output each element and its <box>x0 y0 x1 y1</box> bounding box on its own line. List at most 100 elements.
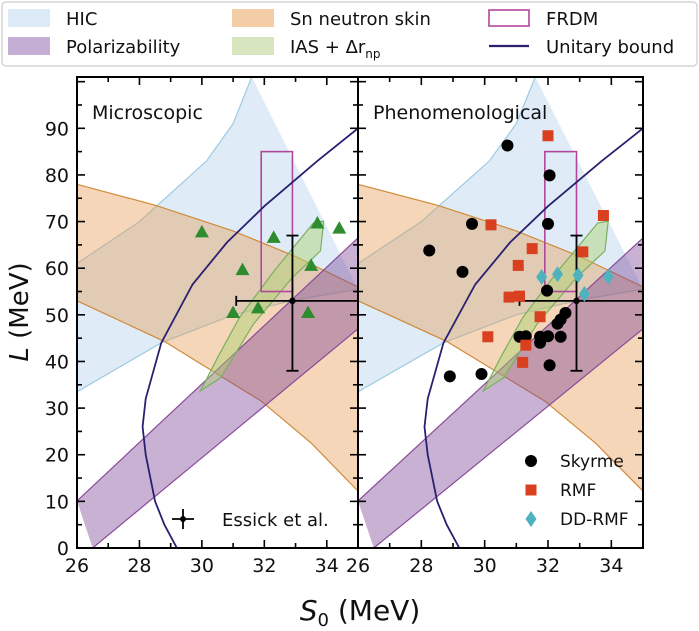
legend-label-frdm: FRDM <box>546 9 598 30</box>
panel-frame <box>357 76 644 549</box>
legend-item-ias: IAS + Δrnp <box>232 37 381 61</box>
sn-neutron-skin-lower-edge <box>77 300 358 492</box>
polarizability-lower-edge <box>373 328 643 548</box>
y-tick-label: 20 <box>45 445 69 467</box>
data-point-rmf <box>520 339 532 351</box>
panel-0: 26 28 30 32 34 0 10 20 30 40 50 60 70 80 90 Essick et a… <box>45 76 359 577</box>
legend-swatch-hic <box>8 9 50 27</box>
legend-item-sn-neutron-skin: Sn neutron skin <box>232 9 431 30</box>
legend-label-unitary: Unitary bound <box>546 37 674 58</box>
data-point-dd-rmf <box>602 268 614 285</box>
data-point-triangle <box>251 300 266 314</box>
data-point-rmf <box>482 331 494 343</box>
y-tick-label: 80 <box>45 165 69 187</box>
sn-neutron-skin-band <box>358 184 643 492</box>
data-point-rmf <box>514 290 525 302</box>
data-point-skyrme <box>519 330 532 343</box>
data-point-rmf <box>542 130 554 142</box>
legend-item-hic: HIC <box>8 9 97 30</box>
x-tick-label: 34 <box>315 555 339 577</box>
x-axis-symbol: S <box>300 594 318 627</box>
legend-swatch-sn <box>232 9 274 27</box>
x-tick-label: 26 <box>346 555 370 577</box>
legend-label-pol: Polarizability <box>66 37 181 58</box>
unitary-bound-curve <box>423 127 643 548</box>
legend-marker-skyrme <box>525 455 537 467</box>
sn-neutron-skin-upper-edge <box>77 183 358 288</box>
data-point-rmf <box>526 243 538 255</box>
plot-area <box>358 77 643 548</box>
x-tick-label: 32 <box>536 555 560 577</box>
polarizability-band <box>358 237 643 548</box>
panel-title: Microscopic <box>92 102 203 124</box>
legend-label-ias-sub: np <box>365 47 380 61</box>
sn-neutron-skin-band <box>77 184 358 492</box>
x-tick-label: 30 <box>473 555 497 577</box>
data-point-skyrme <box>542 217 554 230</box>
x-tick-label: 28 <box>409 555 433 577</box>
essick-legend: Essick et al. <box>172 509 329 531</box>
legend-label-dd-rmf: DD-RMF <box>560 510 629 530</box>
y-tick-label: 70 <box>45 212 69 234</box>
y-tick-label: 40 <box>45 351 69 373</box>
essick-legend-marker <box>180 516 186 522</box>
x-axis-label: S0 (MeV) <box>300 594 421 631</box>
x-tick-label: 26 <box>65 555 89 577</box>
hic-upper-edge <box>358 77 536 265</box>
x-axis-sub: 0 <box>318 610 329 631</box>
data-point-dd-rmf <box>536 269 548 286</box>
legend-swatch-ias <box>232 37 274 55</box>
essick-legend-label: Essick et al. <box>222 510 329 531</box>
plot-area <box>77 77 358 548</box>
data-point-skyrme <box>456 265 469 278</box>
series-rmf <box>482 130 609 368</box>
legend-swatch-pol <box>8 37 50 55</box>
legend-marker-dd-rmf <box>525 511 537 527</box>
panel-1: 26 28 30 32 34 Skyrme RMF DD-RMF Phenomenologica… <box>346 76 644 577</box>
legend-item-unitary: Unitary bound <box>489 37 674 58</box>
y-tick-label: 50 <box>45 305 69 327</box>
hic-upper-edge <box>77 77 253 264</box>
legend-label-ias-main: IAS + Δr <box>290 37 366 58</box>
polarizability-upper-edge <box>358 237 643 502</box>
sn-neutron-skin-upper-edge <box>358 183 643 288</box>
series-dd-rmf <box>536 266 614 302</box>
data-point-triangle <box>235 262 250 276</box>
data-point-skyrme <box>542 330 554 343</box>
data-point-skyrme <box>423 244 436 257</box>
series-triangle <box>194 215 347 318</box>
data-point-triangle <box>304 258 319 271</box>
data-point-triangle <box>226 305 241 318</box>
x-tick-label: 34 <box>599 555 623 577</box>
data-point-rmf <box>503 291 515 303</box>
x-tick-label: 32 <box>252 555 276 577</box>
legend-item-frdm: FRDM <box>488 9 598 30</box>
panel-title: Phenomenological <box>373 102 547 124</box>
legend-item-polarizability: Polarizability <box>8 37 181 58</box>
y-tick-label: 90 <box>45 118 69 140</box>
legend-swatch-frdm <box>488 9 530 27</box>
y-tick-label: 0 <box>57 538 69 560</box>
data-point-rmf <box>534 311 546 323</box>
series-legend: Skyrme RMF DD-RMF <box>525 452 629 530</box>
data-point-rmf <box>517 356 529 368</box>
data-point-skyrme <box>554 330 567 343</box>
data-point-skyrme <box>466 217 478 230</box>
y-axis-label: L (MeV) <box>5 262 35 361</box>
y-axis-unit: (MeV) <box>5 262 35 347</box>
data-point-skyrme <box>551 317 564 330</box>
data-point-skyrme <box>543 359 556 372</box>
legend-label-rmf: RMF <box>560 481 596 501</box>
data-point-skyrme <box>443 370 456 383</box>
hic-lower-edge <box>358 288 643 393</box>
x-tick-label: 30 <box>190 555 214 577</box>
polarizability-lower-edge <box>92 328 358 548</box>
data-point-rmf <box>485 219 497 231</box>
data-point-skyrme <box>501 139 514 152</box>
y-tick-label: 10 <box>45 491 69 513</box>
y-tick-label: 60 <box>45 258 69 280</box>
x-tick-label: 28 <box>127 555 151 577</box>
essick-point <box>573 297 580 305</box>
essick-point <box>289 297 296 305</box>
